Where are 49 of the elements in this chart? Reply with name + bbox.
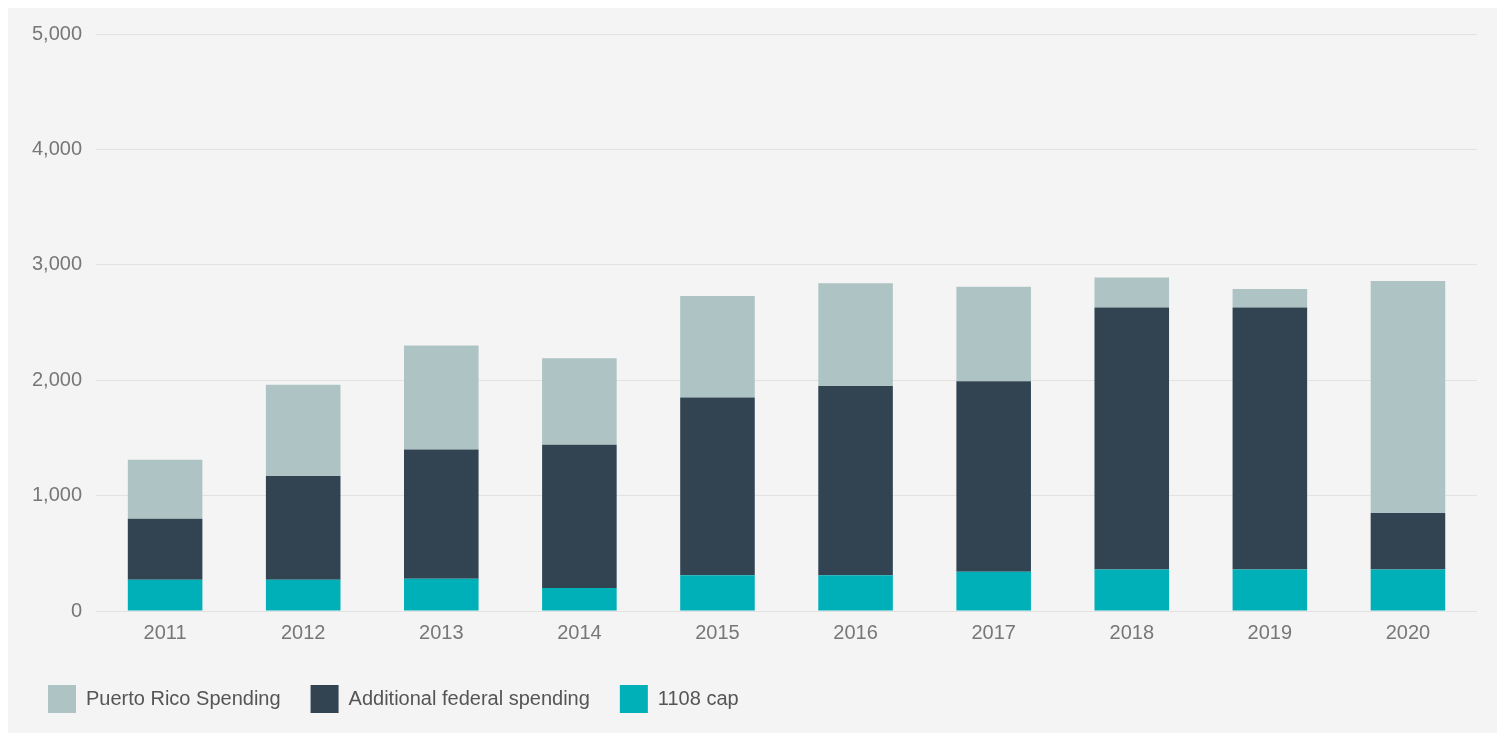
x-tick-label: 2014 <box>557 620 602 643</box>
x-tick-label: 2019 <box>1247 620 1293 643</box>
bar <box>1232 307 1308 570</box>
bar <box>1094 277 1170 308</box>
x-tick-label: 2017 <box>971 620 1016 643</box>
bar <box>127 579 203 611</box>
x-tick-label: 2020 <box>1385 620 1431 643</box>
bar <box>680 575 755 611</box>
bar <box>127 518 203 580</box>
bar <box>1232 289 1308 308</box>
bar <box>265 579 341 611</box>
bar <box>818 283 893 386</box>
x-tick-label: 2015 <box>695 620 740 643</box>
bar <box>265 475 341 580</box>
bar <box>1094 307 1170 570</box>
y-tick-label: 0 <box>70 598 83 621</box>
x-tick-label: 2012 <box>280 620 326 643</box>
bar <box>404 578 479 611</box>
bar <box>680 397 755 576</box>
x-tick-label: 2016 <box>833 620 878 643</box>
bar <box>1232 569 1308 611</box>
bar <box>542 358 617 445</box>
bar <box>542 587 617 611</box>
bar <box>265 384 341 476</box>
legend-label: Additional federal spending <box>348 686 590 709</box>
x-tick-label: 2011 <box>143 620 187 643</box>
legend-label: 1108 cap <box>657 686 739 709</box>
bar <box>956 381 1031 572</box>
y-tick-label: 1,000 <box>31 483 83 506</box>
bar <box>542 444 617 588</box>
bar <box>404 449 479 579</box>
y-tick-label: 5,000 <box>31 21 83 44</box>
bar <box>1370 512 1446 570</box>
bar <box>1370 569 1446 611</box>
bar <box>956 286 1031 382</box>
bar <box>404 345 479 450</box>
x-tick-label: 2018 <box>1109 620 1155 643</box>
bar <box>818 575 893 611</box>
bar <box>127 459 203 519</box>
bar <box>818 385 893 576</box>
y-tick-label: 4,000 <box>31 136 83 159</box>
legend-label: Puerto Rico Spending <box>86 686 281 709</box>
y-tick-label: 2,000 <box>31 367 83 390</box>
x-tick-label: 2013 <box>419 620 464 643</box>
bar <box>1370 280 1446 513</box>
bar <box>680 295 755 398</box>
y-tick-label: 3,000 <box>31 252 83 275</box>
bar <box>956 571 1031 611</box>
bar <box>1094 569 1170 611</box>
